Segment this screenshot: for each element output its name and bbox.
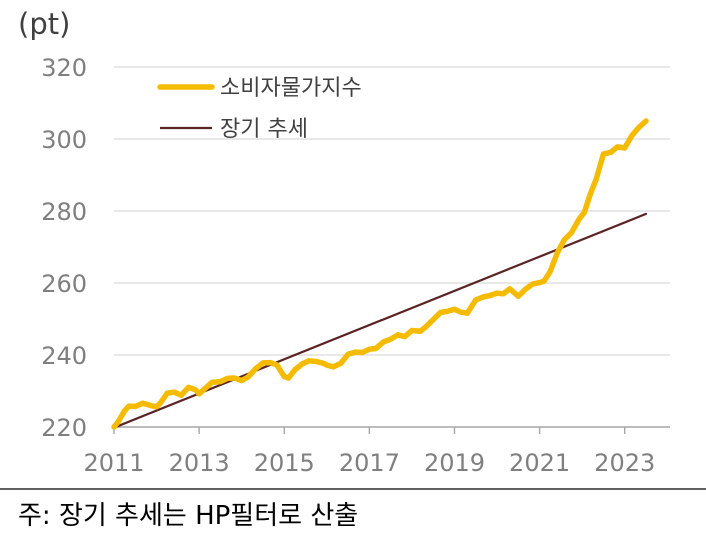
x-axis: 2011 2013 2015 2017 2019 2021 2023 [83, 426, 670, 477]
series-line-trend [112, 212, 648, 429]
legend-label-cpi: 소비자물가지수 [220, 76, 362, 101]
x-tick-label-2023: 2023 [594, 449, 655, 477]
gridlines [114, 66, 670, 356]
y-axis-ticks: 220 240 260 280 300 320 [41, 54, 87, 442]
footnote: 주: 장기 추세는 HP필터로 산출 [18, 501, 358, 531]
y-tick-label-220: 220 [41, 414, 87, 442]
y-tick-label-260: 260 [41, 270, 87, 298]
x-tick-label-2013: 2013 [169, 449, 230, 477]
x-tick-label-2021: 2021 [509, 449, 570, 477]
unit-label: (pt) [18, 7, 70, 41]
x-tick-label-2015: 2015 [254, 449, 315, 477]
y-tick-label-300: 300 [41, 126, 87, 154]
series-layer [111, 118, 649, 430]
x-tick-label-2019: 2019 [424, 449, 485, 477]
legend-label-trend: 장기 추세 [220, 117, 308, 142]
y-tick-label-280: 280 [41, 198, 87, 226]
x-tick-label-2011: 2011 [83, 449, 144, 477]
legend: 소비자물가지수 장기 추세 [157, 76, 362, 142]
y-tick-label-320: 320 [41, 54, 87, 82]
y-tick-label-240: 240 [41, 342, 87, 370]
x-tick-label-2017: 2017 [339, 449, 400, 477]
series-line-cpi [111, 118, 649, 430]
